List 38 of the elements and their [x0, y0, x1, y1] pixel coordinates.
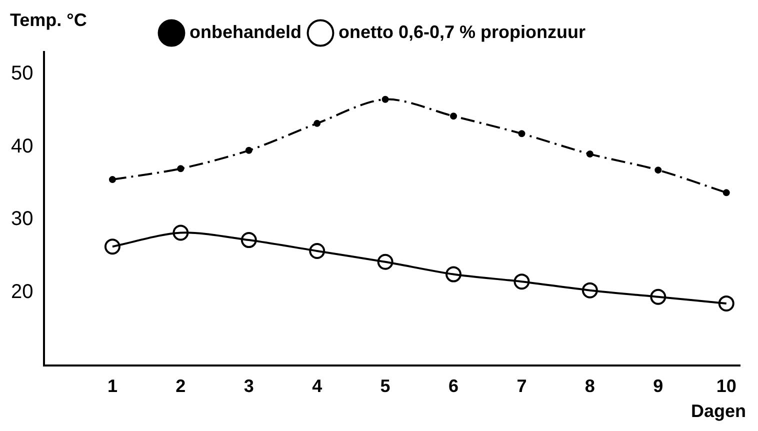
x-tick-label: 4 [312, 376, 322, 396]
point [518, 130, 526, 138]
point [104, 238, 120, 255]
point [650, 288, 666, 305]
y-tick-label: 20 [10, 281, 34, 304]
y-tick-label: 40 [10, 135, 34, 158]
y-axis-title: Temp. °C [10, 10, 87, 30]
x-tick-label: 8 [584, 376, 595, 396]
point [240, 232, 257, 248]
point [514, 274, 530, 290]
x-tick-label: 1 [107, 376, 118, 396]
point [582, 282, 598, 298]
point [108, 176, 116, 184]
point [309, 242, 326, 259]
point [722, 189, 730, 196]
x-axis-title: Dagen [690, 400, 746, 421]
point [382, 96, 389, 103]
x-tick-label: 7 [516, 376, 527, 396]
legend-label: onbehandeld [189, 22, 302, 42]
point [654, 166, 662, 174]
x-tick-label: 6 [448, 376, 459, 396]
y-tick-label: 50 [10, 62, 34, 84]
x-tick-label: 2 [176, 376, 186, 396]
x-tick-label: 9 [653, 376, 664, 396]
legend-label: onetto 0,6-0,7 % propionzuur [338, 22, 586, 42]
point [718, 295, 734, 312]
x-tick-label: 3 [244, 376, 254, 396]
x-tick-label: 10 [716, 376, 736, 396]
x-tick-label: 5 [380, 376, 390, 396]
point [586, 150, 594, 158]
point [177, 165, 184, 172]
point [450, 112, 458, 120]
point [446, 266, 462, 282]
point [377, 254, 394, 270]
y-tick-label: 30 [10, 208, 34, 230]
point [245, 146, 252, 154]
point [314, 120, 321, 127]
point [172, 224, 189, 241]
